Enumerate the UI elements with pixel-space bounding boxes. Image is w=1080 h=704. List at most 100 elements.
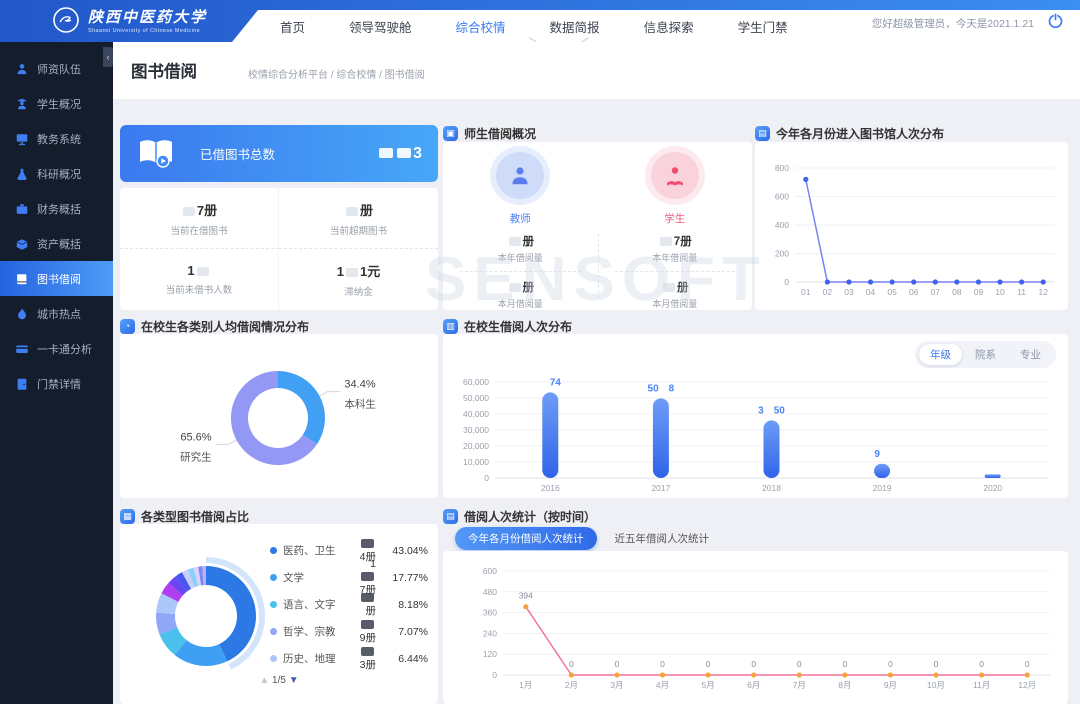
breadcrumb: 校情综合分析平台 / 综合校情 / 图书借阅 [248, 70, 425, 81]
student-icon [17, 98, 27, 109]
sidebar-item-monitor[interactable]: 教务系统 [0, 121, 113, 156]
legend-name: 文学 [283, 572, 304, 584]
svg-text:65.6%: 65.6% [180, 431, 211, 443]
svg-text:6月: 6月 [747, 680, 760, 690]
month-borrow-value: 册 [661, 279, 689, 295]
sidebar-menu: 师资队伍 学生概况 教务系统 科研概况 财务概括 资产概括图书借阅城市热点一卡通分析 门禁详… [0, 42, 113, 401]
svg-text:0: 0 [751, 659, 756, 669]
tab-院系[interactable]: 院系 [975, 349, 996, 361]
nav-item-4[interactable]: 数据简报 [549, 20, 600, 35]
svg-text:0: 0 [797, 659, 802, 669]
tab-年级[interactable]: 年级 [919, 344, 962, 365]
percapita-donut-chart: 34.4% 本科生 65.6% 研究生 [180, 371, 376, 465]
sidebar-item-flame[interactable]: 城市热点 [0, 296, 113, 331]
book-types-legend: 医药、卫生 4册 43.04% 文学 17册 17.77% 语言、文字 册 8.18% 哲学、宗教… [270, 537, 428, 672]
sidebar-item-box[interactable]: 资产概括 [0, 226, 113, 261]
sidebar-item-faculty[interactable]: 师资队伍 [0, 51, 113, 86]
sidebar-collapse-button[interactable]: ‹ [103, 47, 113, 67]
svg-text:04: 04 [866, 287, 876, 297]
redaction-blob [397, 148, 412, 159]
summary-stats-card: 7册 当前在借图书册当前超期图书 1 当前未借书人数 1 1元 滞纳金 [120, 188, 438, 310]
svg-text:200: 200 [775, 249, 789, 259]
box-icon [16, 238, 28, 250]
page-indicator: 1/5 [272, 675, 286, 686]
summary-stat-2: 册当前超期图书 [279, 188, 438, 249]
legend-row-3: 语言、文字 册 8.18% [270, 591, 428, 618]
nav-item-3[interactable]: 综合校情 [456, 17, 506, 42]
legend-percent: 43.04% [392, 544, 428, 557]
by-time-line-chart: 0 120 240 360 480 600 1月 2月 3月 4月 5月 6月 7月 8月 9月 10月 11月… [483, 566, 1050, 690]
svg-text:02: 02 [823, 287, 833, 297]
svg-text:3月: 3月 [610, 680, 623, 690]
svg-text:12: 12 [1038, 287, 1048, 297]
svg-text:0: 0 [569, 659, 574, 669]
briefcase-icon [16, 203, 28, 214]
page-up-icon[interactable]: ▲ [259, 675, 270, 686]
ts-group-blue: 教师册本年借阅量册本月借阅量 [443, 142, 598, 310]
sidebar-item-student[interactable]: 学生概况 [0, 86, 113, 121]
nav-item-6[interactable]: 学生门禁 [737, 20, 788, 35]
borrow-dist-bar-chart: 0 10,000 20,000 30,000 40,000 50,000 60,000 74… [463, 377, 1048, 493]
svg-text:0: 0 [484, 473, 489, 483]
stat-value: 7册 [181, 200, 217, 219]
power-button[interactable] [1047, 12, 1064, 29]
nav-item-5[interactable]: 信息探索 [643, 20, 694, 35]
svg-text:30,000: 30,000 [463, 425, 489, 435]
entries-chart-card: 0 200 400 600 800 01 02 03 04 05 06 07 08 09 10 11 12 [755, 142, 1068, 310]
page-down-icon[interactable]: ▼ [288, 675, 299, 686]
redaction-blob [508, 237, 521, 247]
banner-label: 已借图书总数 [200, 148, 276, 162]
stat-label: 当前在借图书 [170, 225, 228, 237]
month-borrow-label: 本月借阅量 [652, 299, 698, 309]
svg-text:08: 08 [952, 287, 962, 297]
svg-text:50,000: 50,000 [463, 393, 489, 403]
sidebar-item-door[interactable]: 门禁详情 [0, 366, 113, 401]
sidebar-item-flask[interactable]: 科研概况 [0, 156, 113, 191]
by-time-button-2[interactable]: 近五年借阅人次统计 [614, 533, 710, 545]
entries-line-chart: 0 200 400 600 800 01 02 03 04 05 06 07 08 09 10 11 12 [775, 163, 1054, 297]
svg-text:0: 0 [784, 277, 789, 287]
by-time-button-1[interactable]: 今年各月份借阅人次统计 [455, 527, 597, 550]
divider [597, 234, 599, 298]
redaction-blob [361, 571, 374, 581]
group-name: 教师 [509, 213, 531, 225]
redaction-blob [345, 206, 358, 216]
redaction-blob [361, 538, 374, 548]
sidebar-item-briefcase[interactable]: 财务概括 [0, 191, 113, 226]
redaction-blob [361, 619, 374, 629]
svg-text:360: 360 [483, 608, 497, 618]
tab-专业[interactable]: 专业 [1020, 349, 1041, 361]
sidebar-item-label: 图书借阅 [37, 273, 81, 286]
svg-text:0: 0 [888, 659, 893, 669]
svg-text:394: 394 [519, 591, 533, 601]
sidebar-item-card[interactable]: 一卡通分析 [0, 331, 113, 366]
divider [614, 271, 735, 272]
sidebar-item-book[interactable]: 图书借阅 [0, 261, 113, 296]
svg-text:480: 480 [483, 587, 497, 597]
flame-icon [18, 307, 26, 319]
redaction-blob [346, 268, 358, 278]
legend-percent: 7.07% [398, 625, 428, 638]
sidebar-item-label: 城市热点 [37, 308, 81, 321]
redaction-blob [659, 237, 672, 247]
year-borrow-value: 7册 [658, 233, 692, 249]
svg-text:2020: 2020 [983, 483, 1002, 493]
nav-item-1[interactable]: 首页 [280, 20, 306, 35]
section-title-book-types: ▦ 各类型图书借阅占比 [120, 508, 249, 525]
svg-text:2018: 2018 [762, 483, 781, 493]
svg-text:2017: 2017 [651, 483, 670, 493]
nav-item-2[interactable]: 领导驾驶舱 [349, 20, 412, 35]
summary-stat-1: 7册当前在借图书 [120, 188, 279, 249]
legend-percent: 8.18% [398, 598, 428, 611]
svg-text:0: 0 [843, 659, 848, 669]
svg-text:03: 03 [844, 287, 854, 297]
svg-text:9月: 9月 [884, 680, 897, 690]
borrow-dist-chart-icon: ▥ [443, 319, 458, 334]
total-borrowed-value: 3 [377, 145, 422, 163]
month-borrow-value: 册 [507, 279, 534, 295]
book-types-card: 医药、卫生 4册 43.04% 文学 17册 17.77% 语言、文字 册 8.18% 哲学、宗教… [120, 524, 438, 704]
svg-text:20,000: 20,000 [463, 441, 489, 451]
legend-name: 语言、文字 [283, 599, 336, 611]
book-types-donut-chart [155, 557, 265, 670]
page-header: 图书借阅 校情综合分析平台 / 综合校情 / 图书借阅 [113, 42, 1080, 99]
